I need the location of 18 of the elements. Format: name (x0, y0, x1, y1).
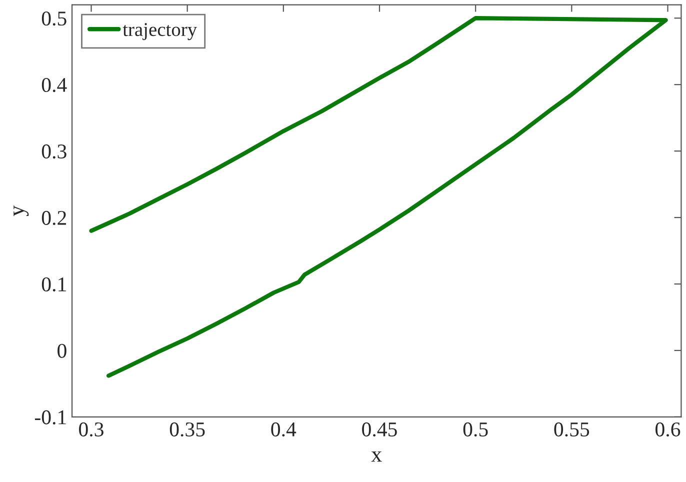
y-axis-title: y (14, 205, 29, 216)
y-tick-label: 0.2 (42, 210, 66, 226)
x-tick-label: 0.4 (271, 422, 296, 437)
line-series (89, 16, 668, 378)
y-tick-label: -0.1 (34, 410, 66, 424)
x-tick-label: 0.6 (656, 422, 680, 437)
x-tick-label: 0.45 (362, 422, 397, 437)
y-tick-label: 0.1 (42, 277, 66, 292)
x-tick-label: 0.3 (79, 422, 104, 437)
x-tick-label: 0.55 (554, 422, 590, 437)
x-tick-label: 0.35 (170, 422, 205, 437)
x-axis-title: x (371, 451, 382, 462)
y-tick-label: 0.3 (42, 144, 66, 159)
legend-label: trajectory (122, 23, 197, 40)
y-tick-label: 0.4 (42, 78, 67, 92)
y-tick-label: 0.5 (42, 11, 66, 26)
y-tick-label: 0 (58, 344, 66, 358)
x-tick-label: 0.5 (463, 422, 488, 437)
